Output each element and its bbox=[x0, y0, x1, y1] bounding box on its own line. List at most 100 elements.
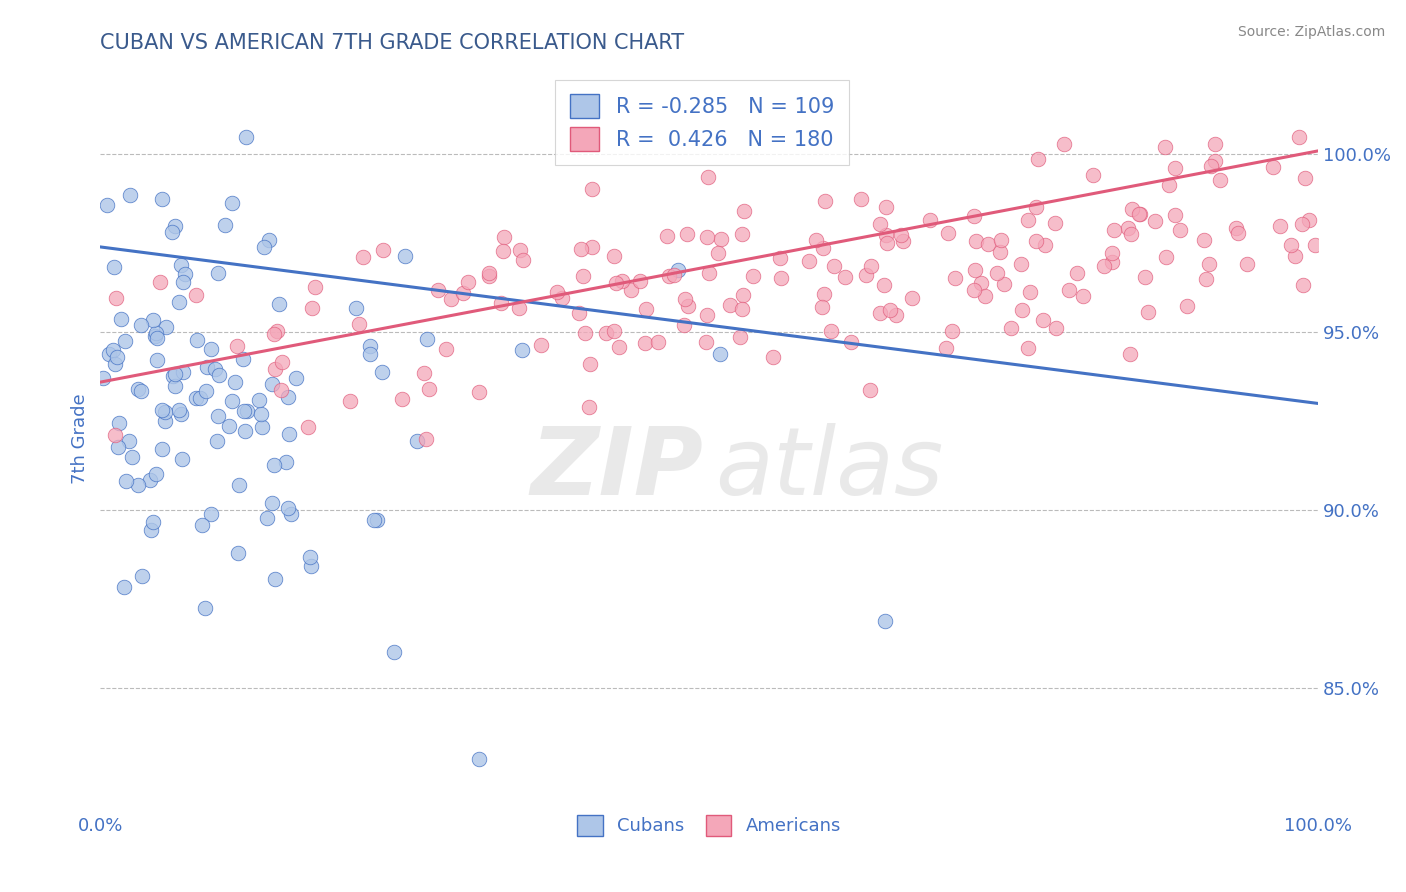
Point bbox=[200, 507, 222, 521]
Point bbox=[149, 276, 172, 290]
Point bbox=[731, 302, 754, 317]
Point bbox=[1071, 288, 1094, 302]
Point bbox=[891, 234, 914, 248]
Point bbox=[468, 385, 491, 400]
Point bbox=[112, 581, 135, 595]
Point bbox=[264, 361, 287, 376]
Point bbox=[676, 227, 699, 241]
Point bbox=[170, 452, 193, 467]
Point bbox=[301, 301, 323, 315]
Point bbox=[1204, 136, 1226, 151]
Point bbox=[595, 326, 617, 341]
Point bbox=[1163, 161, 1185, 176]
Point bbox=[344, 301, 367, 315]
Point bbox=[188, 392, 211, 406]
Point bbox=[936, 227, 959, 241]
Point bbox=[965, 234, 987, 248]
Point bbox=[172, 365, 194, 379]
Point bbox=[101, 343, 124, 357]
Point bbox=[530, 338, 553, 352]
Point bbox=[413, 366, 436, 380]
Point bbox=[218, 418, 240, 433]
Point bbox=[673, 292, 696, 306]
Point bbox=[108, 416, 131, 430]
Point bbox=[1154, 250, 1177, 264]
Point bbox=[855, 268, 877, 282]
Point bbox=[697, 169, 720, 184]
Point bbox=[1129, 207, 1152, 221]
Point bbox=[963, 284, 986, 298]
Point bbox=[104, 291, 127, 305]
Point bbox=[1017, 341, 1039, 355]
Point bbox=[1057, 283, 1080, 297]
Point bbox=[1175, 299, 1198, 313]
Point bbox=[1101, 245, 1123, 260]
Point bbox=[655, 229, 678, 244]
Point bbox=[941, 324, 963, 338]
Point bbox=[145, 467, 167, 482]
Point bbox=[280, 508, 302, 522]
Point bbox=[457, 276, 479, 290]
Point bbox=[1025, 234, 1047, 248]
Point bbox=[194, 384, 217, 398]
Point bbox=[277, 390, 299, 404]
Point bbox=[1026, 153, 1049, 167]
Point bbox=[172, 275, 194, 289]
Point bbox=[163, 367, 186, 381]
Point bbox=[145, 326, 167, 341]
Point bbox=[990, 233, 1012, 247]
Point bbox=[186, 391, 208, 405]
Point bbox=[274, 455, 297, 469]
Point bbox=[153, 405, 176, 419]
Point bbox=[1298, 213, 1320, 227]
Point bbox=[813, 287, 835, 301]
Point bbox=[359, 339, 381, 353]
Point bbox=[620, 283, 643, 297]
Point bbox=[1017, 212, 1039, 227]
Point bbox=[634, 301, 657, 316]
Point bbox=[799, 254, 821, 268]
Point bbox=[339, 394, 361, 409]
Point bbox=[811, 300, 834, 314]
Point bbox=[107, 440, 129, 454]
Point bbox=[869, 306, 891, 320]
Point bbox=[666, 263, 689, 277]
Point bbox=[117, 434, 139, 449]
Point bbox=[162, 368, 184, 383]
Point bbox=[1116, 220, 1139, 235]
Point bbox=[214, 219, 236, 233]
Point bbox=[1154, 139, 1177, 153]
Point bbox=[194, 600, 217, 615]
Point bbox=[208, 368, 231, 383]
Point bbox=[247, 393, 270, 408]
Point bbox=[581, 239, 603, 253]
Text: Source: ZipAtlas.com: Source: ZipAtlas.com bbox=[1237, 25, 1385, 39]
Point bbox=[733, 204, 755, 219]
Point bbox=[105, 351, 128, 365]
Point bbox=[167, 295, 190, 310]
Point bbox=[769, 271, 792, 285]
Point bbox=[127, 383, 149, 397]
Point bbox=[228, 546, 250, 560]
Point bbox=[146, 330, 169, 344]
Point bbox=[163, 378, 186, 392]
Point bbox=[170, 258, 193, 272]
Point bbox=[1000, 321, 1022, 335]
Point bbox=[138, 473, 160, 487]
Point bbox=[1121, 227, 1143, 241]
Point bbox=[707, 246, 730, 260]
Point bbox=[1261, 160, 1284, 174]
Point bbox=[468, 752, 491, 766]
Point bbox=[405, 434, 427, 448]
Text: atlas: atlas bbox=[716, 424, 943, 515]
Point bbox=[263, 572, 285, 586]
Point bbox=[1101, 255, 1123, 269]
Point bbox=[1204, 153, 1226, 168]
Point bbox=[1043, 216, 1066, 230]
Point bbox=[173, 267, 195, 281]
Point bbox=[676, 299, 699, 313]
Point bbox=[384, 645, 406, 659]
Point bbox=[186, 288, 208, 302]
Point bbox=[901, 291, 924, 305]
Point bbox=[129, 318, 152, 332]
